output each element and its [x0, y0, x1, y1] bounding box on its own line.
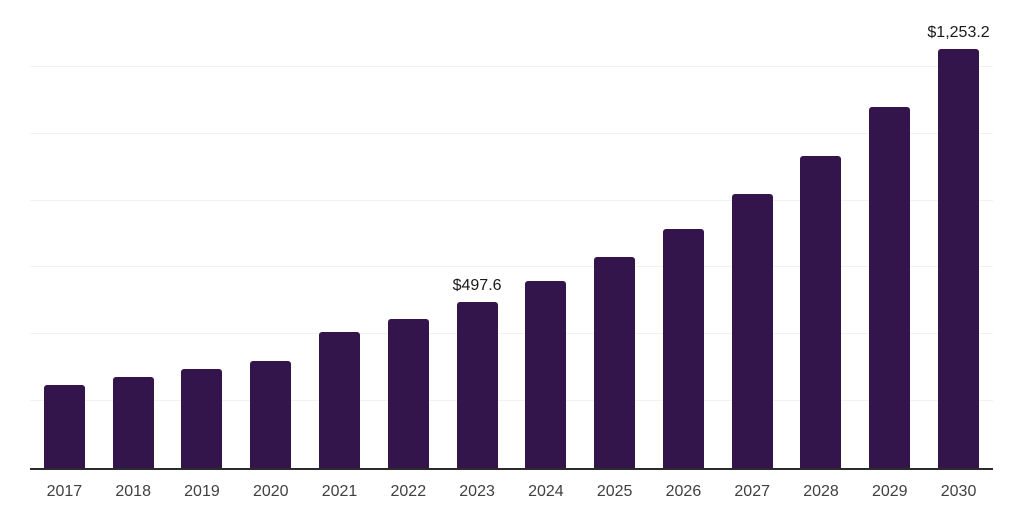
bar-value-label-2023: $497.6: [452, 276, 502, 294]
x-axis: 2017 2018 2019 2020 2021 2022 2023 2024 2025 2026…: [30, 482, 993, 501]
bar-group-2020: [236, 0, 305, 468]
x-axis-tick-label-2020: 2020: [252, 483, 289, 500]
bar-group-2019: [168, 0, 237, 468]
gridline: [30, 400, 993, 402]
bar-group-2026: [649, 0, 718, 468]
bar-2023: [456, 301, 498, 468]
gridline: [30, 199, 993, 201]
bar-2018: [112, 377, 154, 468]
bar-2019: [181, 369, 223, 468]
bar-2027: [731, 193, 773, 468]
gridline: [30, 333, 993, 335]
bar-group-2024: [511, 0, 580, 468]
x-axis-tick-label-2017: 2017: [46, 483, 83, 500]
bar-series: $497.6 $1,253.2: [30, 0, 993, 468]
x-axis-tick-label-2024: 2024: [528, 483, 564, 500]
x-axis-tick-label-2019: 2019: [184, 483, 220, 500]
gridline: [30, 65, 993, 67]
x-axis-tick-label-2030: 2030: [940, 483, 977, 500]
bar-2017: [43, 385, 85, 468]
x-axis-tick-label-2029: 2029: [871, 483, 908, 500]
x-axis-tick-label-2023: 2023: [459, 483, 495, 500]
bar-2022: [387, 319, 429, 468]
x-axis-tick-label-2022: 2022: [390, 483, 427, 500]
bar-group-2017: [30, 0, 99, 468]
gridline: [30, 266, 993, 268]
bar-group-2028: [787, 0, 856, 468]
x-axis-tick-label-2028: 2028: [803, 483, 839, 500]
plot-area: $497.6 $1,253.2: [30, 0, 993, 470]
bar-2021: [319, 332, 361, 468]
x-axis-tick-label-2026: 2026: [665, 483, 702, 500]
bar-group-2029: [855, 0, 924, 468]
x-axis-tick-label-2027: 2027: [734, 483, 770, 500]
bar-value-label-2030: $1,253.2: [927, 24, 990, 42]
bar-group-2022: [374, 0, 443, 468]
bar-group-2018: [99, 0, 168, 468]
x-axis-tick-label-2018: 2018: [115, 483, 151, 500]
bar-group-2030: $1,253.2: [924, 0, 993, 468]
bar-2025: [594, 257, 636, 468]
bar-group-2025: [580, 0, 649, 468]
bar-2026: [662, 228, 704, 468]
x-axis-tick-label-2021: 2021: [321, 483, 358, 500]
x-axis-tick-label-2025: 2025: [596, 483, 633, 500]
bar-group-2023: $497.6: [443, 0, 512, 468]
bar-group-2027: [718, 0, 787, 468]
bar-2029: [869, 106, 911, 468]
gridline: [30, 132, 993, 134]
bar-2028: [800, 155, 842, 468]
bar-2020: [250, 361, 292, 468]
bar-2024: [525, 281, 567, 468]
bar-group-2021: [305, 0, 374, 468]
bar-2030: [938, 49, 980, 468]
